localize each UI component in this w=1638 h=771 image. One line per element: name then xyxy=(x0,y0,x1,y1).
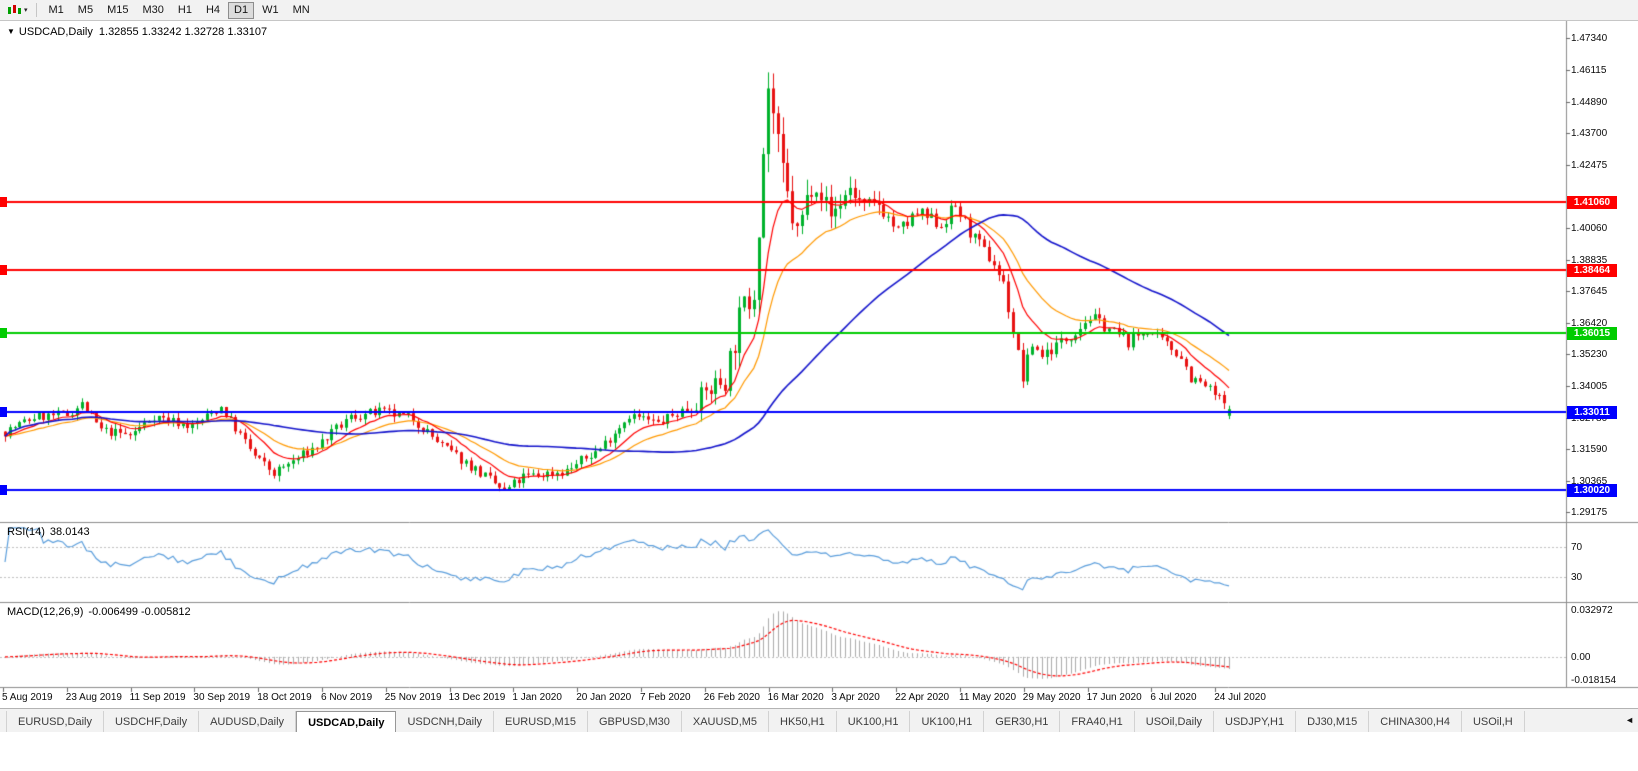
price-axis-label: 1.35230 xyxy=(1571,348,1608,360)
chart-tab-eurusd-daily[interactable]: EURUSD,Daily xyxy=(6,711,104,732)
chart-tab-usdchf-daily[interactable]: USDCHF,Daily xyxy=(104,711,200,732)
hline-price-tag: 1.30020 xyxy=(1567,483,1617,497)
chart-tab-usoil-daily[interactable]: USOil,Daily xyxy=(1135,711,1215,732)
hline-price-tag: 1.36015 xyxy=(1567,327,1617,341)
date-axis-label: 3 Apr 2020 xyxy=(831,692,880,703)
hline-price-tag: 1.33011 xyxy=(1567,405,1617,419)
timeframe-buttons: M1 M5 M15 M30 H1 H4 D1 W1 MN xyxy=(42,1,317,19)
price-axis-label: 1.38835 xyxy=(1571,254,1608,266)
macd-indicator-values: -0.006499 -0.005812 xyxy=(88,606,191,618)
chevron-down-icon: ▾ xyxy=(24,6,28,14)
price-axis-label: 1.47340 xyxy=(1571,33,1608,45)
chart-tab-usdcad-daily[interactable]: USDCAD,Daily xyxy=(296,711,397,732)
timeframe-button-m1[interactable]: M1 xyxy=(43,2,70,19)
rsi-indicator-name: RSI(14) xyxy=(7,526,45,538)
rsi-panel-label: RSI(14) 38.0143 xyxy=(7,526,90,538)
chart-type-button[interactable]: ▾ xyxy=(4,2,31,19)
date-axis-label: 24 Jul 2020 xyxy=(1214,692,1266,703)
timeframes-toolbar: ▾ M1 M5 M15 M30 H1 H4 D1 W1 MN xyxy=(0,0,1638,21)
rsi-level-label: 30 xyxy=(1571,572,1583,584)
date-axis-label: 30 Sep 2019 xyxy=(193,692,251,703)
date-axis-label: 5 Aug 2019 xyxy=(2,692,53,703)
chart-tab-usdcnh-daily[interactable]: USDCNH,Daily xyxy=(396,711,495,732)
price-axis-label: 1.43700 xyxy=(1571,128,1608,140)
date-axis-label: 7 Feb 2020 xyxy=(640,692,691,703)
price-chart-canvas[interactable] xyxy=(0,21,1638,708)
date-axis-label: 6 Jul 2020 xyxy=(1150,692,1197,703)
date-axis-label: 23 Aug 2019 xyxy=(65,692,122,703)
price-axis-label: 1.42475 xyxy=(1571,160,1608,172)
timeframe-button-m30[interactable]: M30 xyxy=(136,2,169,19)
macd-panel-label: MACD(12,26,9) -0.006499 -0.005812 xyxy=(7,606,191,618)
hline-left-marker xyxy=(0,328,7,339)
date-axis-label: 11 May 2020 xyxy=(959,692,1017,703)
date-axis-label: 22 Apr 2020 xyxy=(895,692,950,703)
hline-left-marker xyxy=(0,406,7,417)
toolbar-separator xyxy=(35,3,37,17)
chart-tab-fra40-h1[interactable]: FRA40,H1 xyxy=(1060,711,1135,732)
date-axis-label: 1 Jan 2020 xyxy=(512,692,562,703)
price-axis-label: 1.40060 xyxy=(1571,222,1608,234)
price-axis-label: 1.46115 xyxy=(1571,65,1607,77)
chart-ohlc-values: 1.32855 1.33242 1.32728 1.33107 xyxy=(98,26,268,38)
chart-tab-ger30-h1[interactable]: GER30,H1 xyxy=(984,711,1061,732)
date-axis-label: 6 Nov 2019 xyxy=(321,692,373,703)
chart-tab-gbpusd-m30[interactable]: GBPUSD,M30 xyxy=(588,711,682,732)
price-axis-label: 1.44890 xyxy=(1571,97,1608,109)
date-axis-label: 18 Oct 2019 xyxy=(257,692,312,703)
price-axis-label: 1.31590 xyxy=(1571,443,1608,455)
chart-tab-usoil-h[interactable]: USOil,H xyxy=(1462,711,1525,732)
chart-tab-dj30-m15[interactable]: DJ30,M15 xyxy=(1296,711,1370,732)
chart-tab-uk100-h1[interactable]: UK100,H1 xyxy=(910,711,985,732)
price-axis-label: 1.34005 xyxy=(1571,380,1608,392)
date-axis-label: 11 Sep 2019 xyxy=(129,692,186,703)
hline-left-marker xyxy=(0,196,7,207)
date-axis-label: 20 Jan 2020 xyxy=(576,692,632,703)
chart-tab-audusd-daily[interactable]: AUDUSD,Daily xyxy=(199,711,297,732)
date-axis-label: 17 Jun 2020 xyxy=(1086,692,1142,703)
candlestick-chart-icon xyxy=(8,4,21,14)
chart-symbol-dropdown-icon[interactable]: ▼ xyxy=(7,27,15,36)
price-axis-label: 1.37645 xyxy=(1571,285,1608,297)
macd-axis-label: 0.00 xyxy=(1571,651,1591,663)
timeframe-button-h1[interactable]: H1 xyxy=(172,2,198,19)
tabs-scroll-left-icon[interactable]: ◄ xyxy=(1625,715,1634,725)
timeframe-button-w1[interactable]: W1 xyxy=(256,2,285,19)
timeframe-button-m15[interactable]: M15 xyxy=(101,2,134,19)
date-axis-label: 26 Feb 2020 xyxy=(703,692,760,703)
hline-left-marker xyxy=(0,264,7,275)
chart-tab-uk100-h1[interactable]: UK100,H1 xyxy=(837,711,911,732)
chart-symbol-period: USDCAD,Daily xyxy=(18,26,93,38)
macd-axis-label: -0.018154 xyxy=(1571,675,1617,686)
hline-price-tag: 1.38464 xyxy=(1567,263,1617,277)
macd-axis-label: 0.032972 xyxy=(1571,605,1613,616)
date-axis-label: 13 Dec 2019 xyxy=(448,692,506,703)
timeframe-button-m5[interactable]: M5 xyxy=(72,2,99,19)
price-axis-label: 1.30365 xyxy=(1571,475,1608,487)
rsi-indicator-value: 38.0143 xyxy=(49,526,90,538)
hline-left-marker xyxy=(0,484,7,495)
rsi-level-label: 70 xyxy=(1571,541,1583,553)
timeframe-button-d1[interactable]: D1 xyxy=(228,1,255,19)
date-axis-label: 29 May 2020 xyxy=(1022,692,1081,703)
macd-indicator-name: MACD(12,26,9) xyxy=(7,606,84,618)
date-axis-label: 16 Mar 2020 xyxy=(767,692,824,703)
chart-tab-eurusd-m15[interactable]: EURUSD,M15 xyxy=(494,711,588,732)
date-axis-label: 25 Nov 2019 xyxy=(384,692,442,703)
chart-tabs-bar: EURUSD,Daily USDCHF,Daily AUDUSD,Daily USDC… xyxy=(0,708,1638,732)
chart-tab-usdjpy-h1[interactable]: USDJPY,H1 xyxy=(1214,711,1297,732)
chart-tab-hk50-h1[interactable]: HK50,H1 xyxy=(769,711,837,732)
chart-area: ▼ USDCAD,Daily 1.32855 1.33242 1.32728 1.3… xyxy=(0,21,1638,708)
timeframe-button-mn[interactable]: MN xyxy=(287,2,316,19)
timeframe-button-h4[interactable]: H4 xyxy=(200,2,226,19)
price-axis-label: 1.29175 xyxy=(1571,506,1608,518)
chart-tab-china300-h4[interactable]: CHINA300,H4 xyxy=(1369,711,1462,732)
chart-title: ▼ USDCAD,Daily 1.32855 1.33242 1.32728 1.3… xyxy=(7,26,267,38)
price-axis-label: 1.36420 xyxy=(1571,317,1608,329)
hline-price-tag: 1.41060 xyxy=(1567,195,1617,209)
chart-tab-xauusd-m5[interactable]: XAUUSD,M5 xyxy=(682,711,770,732)
